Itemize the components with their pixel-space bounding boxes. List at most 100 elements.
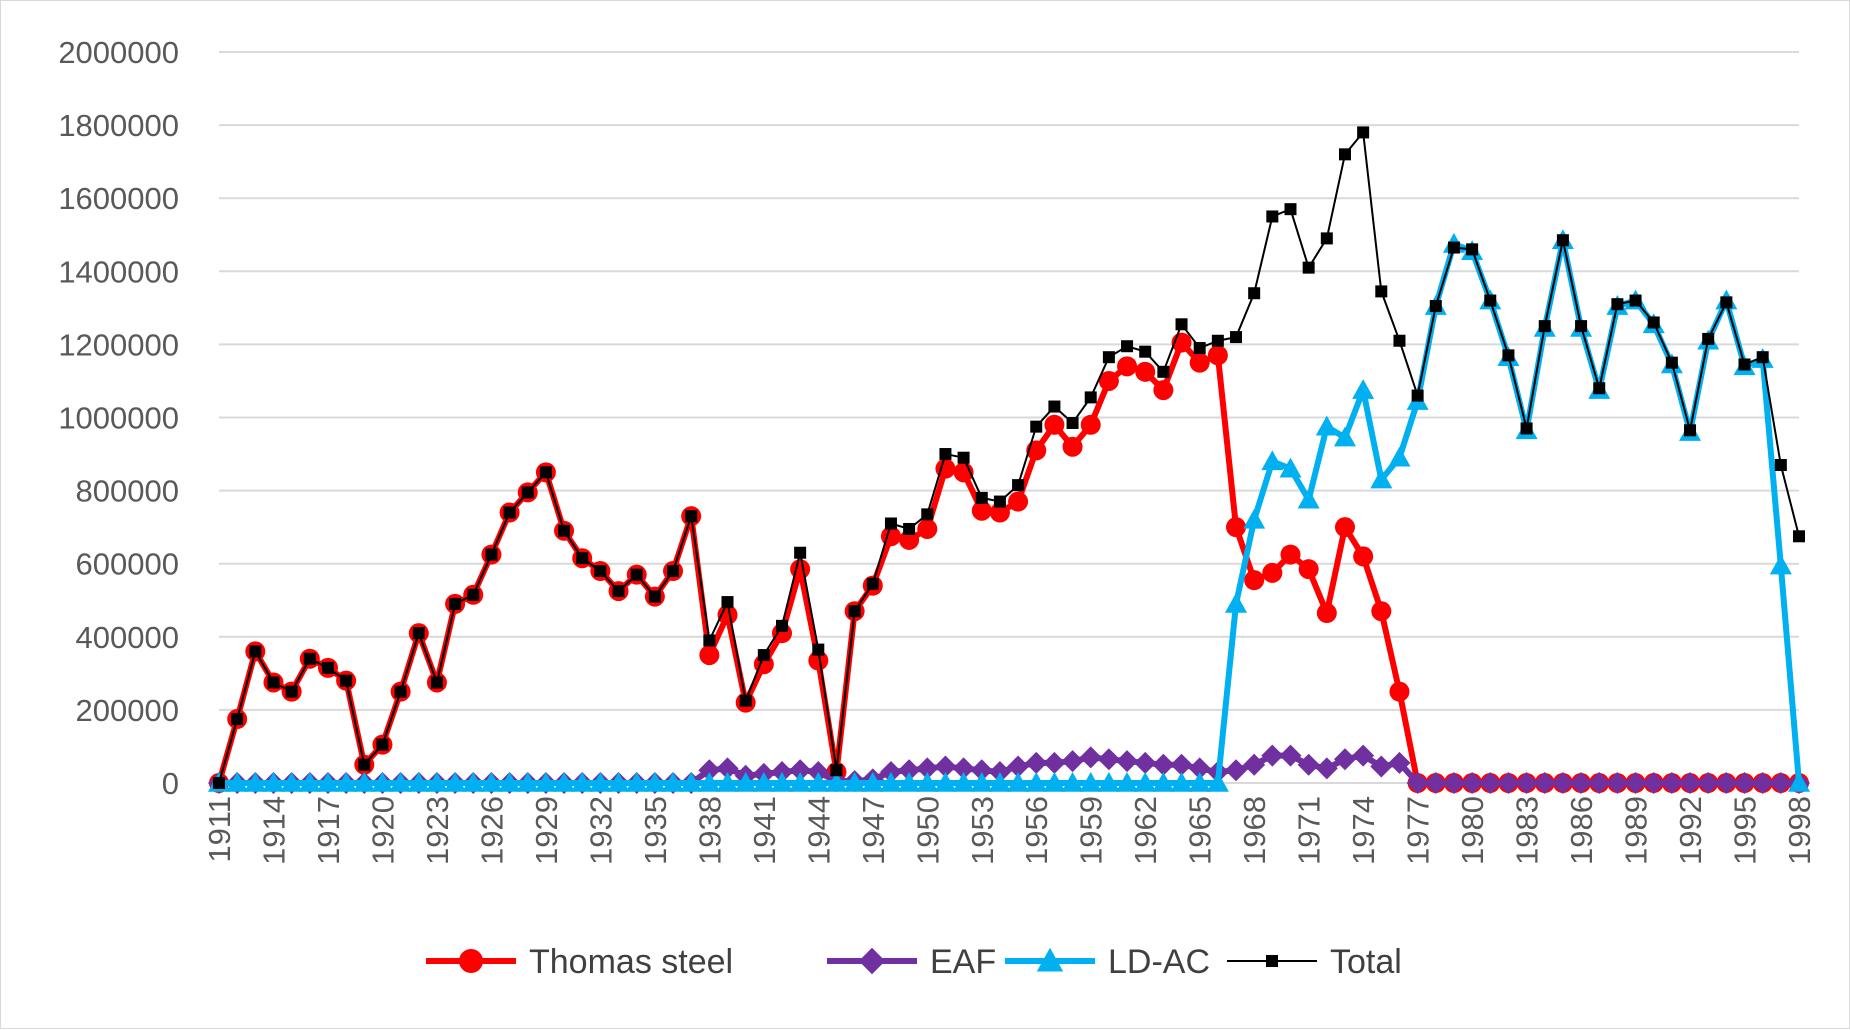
square-marker — [830, 764, 843, 777]
diamond-marker — [1116, 750, 1139, 773]
triangle-marker — [1116, 772, 1139, 792]
square-marker — [1538, 320, 1551, 333]
square-marker — [630, 568, 643, 581]
triangle-marker — [752, 772, 775, 792]
square-marker — [1393, 334, 1406, 347]
x-tick-label: 1974 — [1346, 796, 1381, 865]
diamond-marker — [1225, 759, 1248, 782]
square-marker — [848, 605, 861, 618]
square-marker — [757, 649, 770, 662]
triangle-marker — [825, 772, 848, 792]
circle-marker — [1298, 559, 1319, 580]
triangle-marker — [571, 772, 594, 792]
diamond-marker — [1152, 753, 1175, 776]
circle-marker — [917, 518, 938, 539]
square-marker — [1793, 530, 1805, 543]
circle-marker — [1135, 361, 1156, 382]
x-tick-label: 1947 — [856, 796, 891, 865]
diamond-marker — [1424, 772, 1447, 794]
diamond-marker — [1406, 772, 1429, 794]
x-tick-label: 1932 — [583, 796, 618, 865]
triangle-marker — [407, 772, 430, 792]
y-tick-label: 400000 — [76, 620, 179, 655]
triangle-marker — [988, 772, 1011, 792]
diamond-marker — [1279, 744, 1302, 767]
square-marker — [1102, 351, 1115, 364]
circle-marker — [699, 645, 720, 666]
triangle-marker — [1788, 772, 1810, 792]
triangle-marker — [807, 772, 830, 792]
square-marker — [558, 524, 571, 537]
square-marker — [412, 627, 425, 640]
square-marker — [303, 652, 316, 665]
y-tick-label: 1600000 — [58, 181, 179, 216]
square-marker — [1157, 365, 1170, 378]
circle-marker — [1226, 517, 1247, 538]
triangle-marker — [607, 772, 630, 792]
square-marker — [1248, 287, 1261, 300]
square-marker — [594, 565, 607, 578]
square-marker — [467, 588, 480, 601]
circle-marker — [1008, 491, 1029, 512]
triangle-marker — [789, 772, 812, 792]
triangle-marker — [716, 772, 739, 792]
square-marker — [485, 548, 498, 561]
diamond-marker — [934, 755, 957, 778]
diamond-marker — [1642, 772, 1665, 794]
triangle-marker — [553, 772, 576, 792]
diamond-marker — [1660, 772, 1683, 794]
square-marker — [1665, 356, 1678, 369]
diamond-marker — [1097, 748, 1120, 771]
triangle-marker — [1079, 772, 1102, 792]
diamond-marker — [698, 759, 721, 782]
circle-marker — [1262, 562, 1283, 583]
diamond-marker — [789, 759, 812, 782]
triangle-marker — [1279, 457, 1302, 478]
circle-marker — [971, 500, 992, 521]
x-tick-label: 1929 — [529, 796, 564, 865]
triangle-marker — [1170, 772, 1193, 792]
diamond-marker — [1624, 772, 1647, 794]
triangle-marker — [898, 772, 921, 792]
square-marker — [703, 634, 716, 647]
square-marker — [358, 758, 371, 771]
diamond-marker — [1442, 772, 1465, 794]
triangle-marker — [1225, 592, 1248, 613]
square-marker — [1502, 349, 1515, 362]
triangle-marker — [244, 772, 267, 792]
y-tick-label: 600000 — [76, 547, 179, 582]
square-marker — [321, 661, 334, 674]
diamond-marker — [1007, 755, 1030, 778]
y-tick-label: 800000 — [76, 474, 179, 509]
diamond-marker — [1261, 744, 1284, 767]
square-marker — [903, 522, 916, 535]
diamond-marker — [1333, 748, 1356, 771]
square-marker — [648, 590, 661, 603]
square-marker — [794, 546, 807, 559]
legend-item: Thomas steel — [426, 943, 733, 981]
y-axis-tick-labels: 0 200000 400000 600000 800000 1000000 1200000 1… — [58, 35, 179, 801]
triangle-marker — [1188, 772, 1211, 792]
square-marker — [1629, 294, 1642, 307]
square-marker — [721, 596, 734, 609]
series-lines — [208, 126, 1810, 794]
diamond-marker — [1243, 753, 1266, 776]
diamond-marker — [1515, 772, 1538, 794]
circle-marker — [1371, 601, 1392, 622]
x-tick-label: 1956 — [1019, 796, 1054, 865]
triangle-marker — [680, 772, 703, 792]
circle-marker — [1353, 546, 1374, 567]
diamond-marker — [1751, 772, 1774, 794]
diamond-marker — [1352, 744, 1375, 767]
diamond-marker — [1170, 753, 1193, 776]
triangle-marker — [662, 772, 685, 792]
square-marker — [1230, 331, 1243, 344]
circle-marker — [1389, 681, 1410, 702]
triangle-marker — [480, 772, 503, 792]
square-marker — [449, 597, 462, 610]
square-marker — [376, 738, 389, 751]
series-line — [218, 131, 1800, 784]
x-tick-label: 1998 — [1782, 796, 1817, 865]
diamond-marker — [1733, 772, 1756, 794]
